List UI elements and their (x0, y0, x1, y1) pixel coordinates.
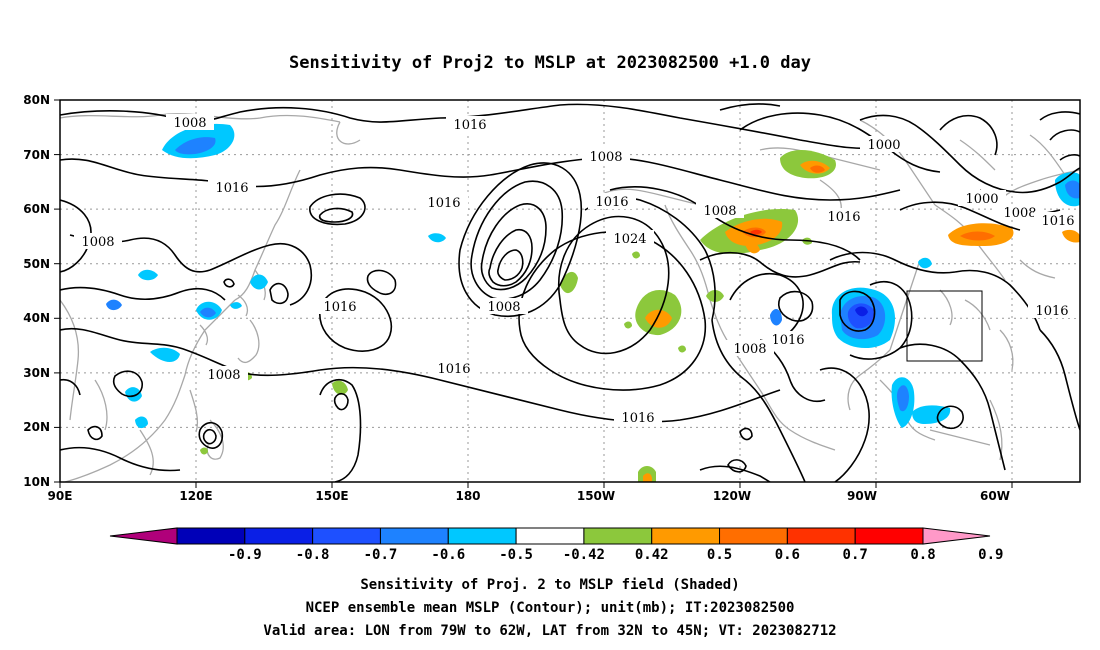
contour-label: 1016 (1035, 304, 1068, 319)
colorbar (109, 527, 991, 545)
contour-label: 1016 (827, 210, 860, 225)
colorbar-swatch (379, 527, 449, 545)
lon-tick-label: 180 (455, 489, 480, 503)
lat-tick-label: 50N (23, 257, 50, 271)
colorbar-tick-label: -0.6 (431, 547, 465, 563)
colorbar-swatch (651, 527, 721, 545)
colorbar-tick-label: 0.5 (707, 547, 732, 563)
figure-title: Sensitivity of Proj2 to MSLP at 20230825… (289, 53, 811, 73)
contour-label: 1016 (621, 411, 654, 426)
colorbar-labels: -0.9 -0.8 -0.7 -0.6 -0.5 -0.42 0.42 0.5 0.6 0.7 0.… (228, 547, 1004, 563)
lat-tick-label: 80N (23, 93, 50, 107)
colorbar-tick-label: 0.6 (775, 547, 800, 563)
caption-line-1: Sensitivity of Proj. 2 to MSLP field (Sh… (360, 577, 739, 593)
contour-label: 1008 (487, 300, 520, 315)
contour-label: 1008 (207, 368, 240, 383)
valid-area-box (906, 290, 983, 362)
colorbar-tick-label: 0.42 (635, 547, 669, 563)
colorbar-swatch (854, 527, 924, 545)
contour-label: 1016 (215, 181, 248, 196)
map-frame (59, 99, 1081, 483)
contour-label: 1016 (595, 195, 628, 210)
coastlines (60, 113, 1080, 482)
colorbar-swatch (244, 527, 314, 545)
colorbar-swatch (719, 527, 788, 545)
colorbar-tick-label: -0.8 (296, 547, 330, 563)
contour-label: 1008 (589, 150, 622, 165)
contour-label: 1016 (771, 333, 804, 348)
colorbar-swatch (447, 527, 517, 545)
contour-labels-extra: 1008 1008 (200, 340, 774, 383)
map-panel: 1016 1008 1016 1016 1008 1016 1024 1008 … (23, 93, 1081, 503)
colorbar-swatch (786, 527, 856, 545)
contour-label: 1008 (733, 342, 766, 357)
lon-tick-label: 60W (980, 489, 1010, 503)
lat-tick-label: 20N (23, 420, 50, 434)
caption-line-2: NCEP ensemble mean MSLP (Contour); unit(… (306, 600, 795, 616)
lat-tick-label: 10N (23, 475, 50, 489)
colorbar-tick-label: -0.5 (499, 547, 533, 563)
lat-tick-label: 30N (23, 366, 50, 380)
lon-tick-label: 150W (577, 489, 615, 503)
sensitivity-shading (106, 123, 1080, 482)
colorbar-tick-label: -0.42 (563, 547, 605, 563)
colorbar-swatch (312, 527, 381, 545)
colorbar-tick-label: -0.9 (228, 547, 262, 563)
colorbar-swatch (176, 527, 246, 545)
colorbar-tick-label: -0.7 (364, 547, 398, 563)
mslp-contours (60, 103, 1080, 482)
colorbar-tick-label: 0.9 (978, 547, 1003, 563)
lat-axis: 80N 70N 60N 50N 40N 30N 20N 10N (23, 93, 60, 489)
contour-label: 1024 (613, 232, 646, 247)
lon-tick-label: 120W (713, 489, 751, 503)
contour-label: 1016 (1041, 214, 1074, 229)
contour-label: 1016 (437, 362, 470, 377)
contour-label: 1000 (965, 192, 998, 207)
contour-label: 1016 (323, 300, 356, 315)
gridlines (60, 100, 1080, 482)
contour-label: 1016 (453, 118, 486, 133)
lon-tick-label: 90E (48, 489, 73, 503)
colorbar-swatch (583, 527, 653, 545)
contour-label: 1008 (81, 235, 114, 250)
lon-tick-label: 120E (179, 489, 212, 503)
lon-tick-label: 150E (315, 489, 348, 503)
caption-line-3: Valid area: LON from 79W to 62W, LAT fro… (263, 623, 836, 639)
colorbar-max-arrow (922, 527, 991, 545)
contour-label: 1016 (427, 196, 460, 211)
contour-label: 1000 (867, 138, 900, 153)
contour-label: 1008 (703, 204, 736, 219)
lon-tick-label: 90W (847, 489, 877, 503)
colorbar-tick-label: 0.7 (843, 547, 868, 563)
colorbar-min-arrow (109, 527, 178, 545)
contour-labels: 1016 1008 1016 1016 1008 1016 1024 1008 … (74, 114, 1080, 426)
contour-label: 1008 (173, 116, 206, 131)
lat-tick-label: 40N (23, 311, 50, 325)
contour-label: 1008 (1003, 206, 1036, 221)
colorbar-swatch (515, 527, 585, 545)
lat-tick-label: 70N (23, 148, 50, 162)
lat-tick-label: 60N (23, 202, 50, 216)
lon-axis: 90E 120E 150E 180 150W 120W 90W 60W (48, 482, 1013, 503)
colorbar-tick-label: 0.8 (910, 547, 935, 563)
